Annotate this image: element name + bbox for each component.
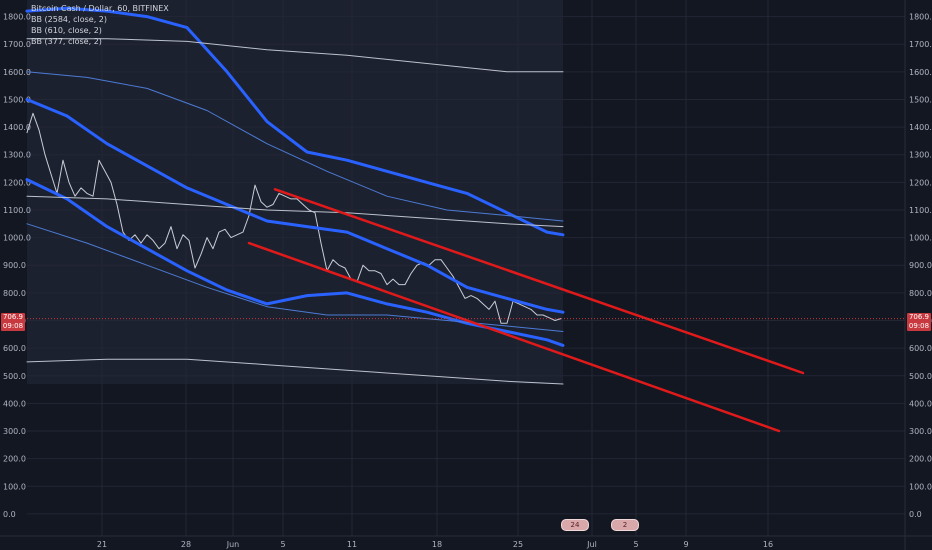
countdown-value: 09:08 (908, 322, 930, 330)
chart-legend: Bitcoin Cash / Dollar, 60, BITFINEX BB (… (31, 3, 169, 47)
series-bb-mid (25, 98, 565, 314)
x-tick-label: 9 (683, 540, 688, 549)
legend-bb-377[interactable]: BB (377, close, 2) (31, 37, 102, 46)
last-price-value: 706.9 (908, 313, 930, 321)
y-tick-label-left: 1600.0 (3, 68, 31, 77)
x-tick-label: Jul (586, 540, 597, 549)
y-tick-label-left: 400.0 (3, 399, 26, 408)
y-tick-label-left: 900.0 (3, 261, 26, 270)
y-tick-label-left: 0.0 (3, 510, 16, 519)
series-trendline-upper (273, 188, 805, 375)
y-tick-label-right: 900.0 (909, 261, 932, 270)
y-tick-label-right: 1800.0 (909, 13, 932, 22)
x-tick-label: 5 (280, 540, 285, 549)
y-tick-label-right: 500.0 (909, 372, 932, 381)
y-tick-label-left: 300.0 (3, 427, 26, 436)
y-tick-label-left: 1200.0 (3, 178, 31, 187)
y-tick-label-right: 1600.0 (909, 68, 932, 77)
y-tick-label-left: 600.0 (3, 344, 26, 353)
series-trendline-lower (247, 241, 781, 433)
countdown-value: 09:08 (2, 322, 24, 330)
series-bb-2584-upper (26, 38, 564, 73)
y-tick-label-right: 400.0 (909, 399, 932, 408)
y-tick-label-left: 1100.0 (3, 206, 31, 215)
x-tick-label: 21 (97, 540, 107, 549)
legend-bb-2584[interactable]: BB (2584, close, 2) (31, 15, 107, 24)
series-price (26, 112, 562, 324)
y-tick-label-right: 1700.0 (909, 40, 932, 49)
y-tick-label-right: 100.0 (909, 482, 932, 491)
series-bb-2584-mid (26, 195, 564, 228)
y-tick-label-right: 300.0 (909, 427, 932, 436)
y-tick-label-left: 100.0 (3, 482, 26, 491)
y-tick-label-right: 1400.0 (909, 123, 932, 132)
x-tick-label: 11 (347, 540, 357, 549)
y-tick-label-left: 1500.0 (3, 95, 31, 104)
y-tick-label-left: 1400.0 (3, 123, 31, 132)
x-tick-label: 25 (513, 540, 523, 549)
x-tick-label: 5 (633, 540, 638, 549)
last-price-tag-right: 706.9 09:08 (907, 313, 931, 331)
y-tick-label-left: 500.0 (3, 372, 26, 381)
x-tick-label: 28 (181, 540, 191, 549)
y-tick-label-left: 800.0 (3, 289, 26, 298)
y-tick-label-right: 1300.0 (909, 151, 932, 160)
y-tick-label-right: 1200.0 (909, 178, 932, 187)
y-tick-label-left: 1700.0 (3, 40, 31, 49)
x-tick-label: Jun (226, 540, 240, 549)
y-tick-label-right: 1500.0 (909, 95, 932, 104)
last-price-value: 706.9 (2, 313, 24, 321)
chart-title: Bitcoin Cash / Dollar, 60, BITFINEX (31, 4, 169, 13)
y-tick-label-left: 1800.0 (3, 13, 31, 22)
y-tick-label-right: 0.0 (909, 510, 922, 519)
last-price-tag-left: 706.9 09:08 (1, 313, 25, 331)
series-bb-2584-lower (26, 358, 564, 385)
series-bb-upper (25, 6, 565, 237)
y-tick-label-right: 200.0 (909, 455, 932, 464)
y-tick-label-left: 1300.0 (3, 151, 31, 160)
event-bubble[interactable]: 24 (561, 519, 589, 531)
y-tick-label-right: 800.0 (909, 289, 932, 298)
event-bubble[interactable]: 2 (611, 519, 639, 531)
y-tick-label-right: 600.0 (909, 344, 932, 353)
y-tick-label-right: 1100.0 (909, 206, 932, 215)
y-tick-label-left: 1000.0 (3, 234, 31, 243)
y-tick-label-left: 200.0 (3, 455, 26, 464)
x-tick-label: 18 (432, 540, 442, 549)
series-bb-thin-upper (26, 71, 564, 222)
x-tick-label: 16 (763, 540, 773, 549)
y-tick-label-right: 1000.0 (909, 234, 932, 243)
legend-bb-610[interactable]: BB (610, close, 2) (31, 26, 102, 35)
